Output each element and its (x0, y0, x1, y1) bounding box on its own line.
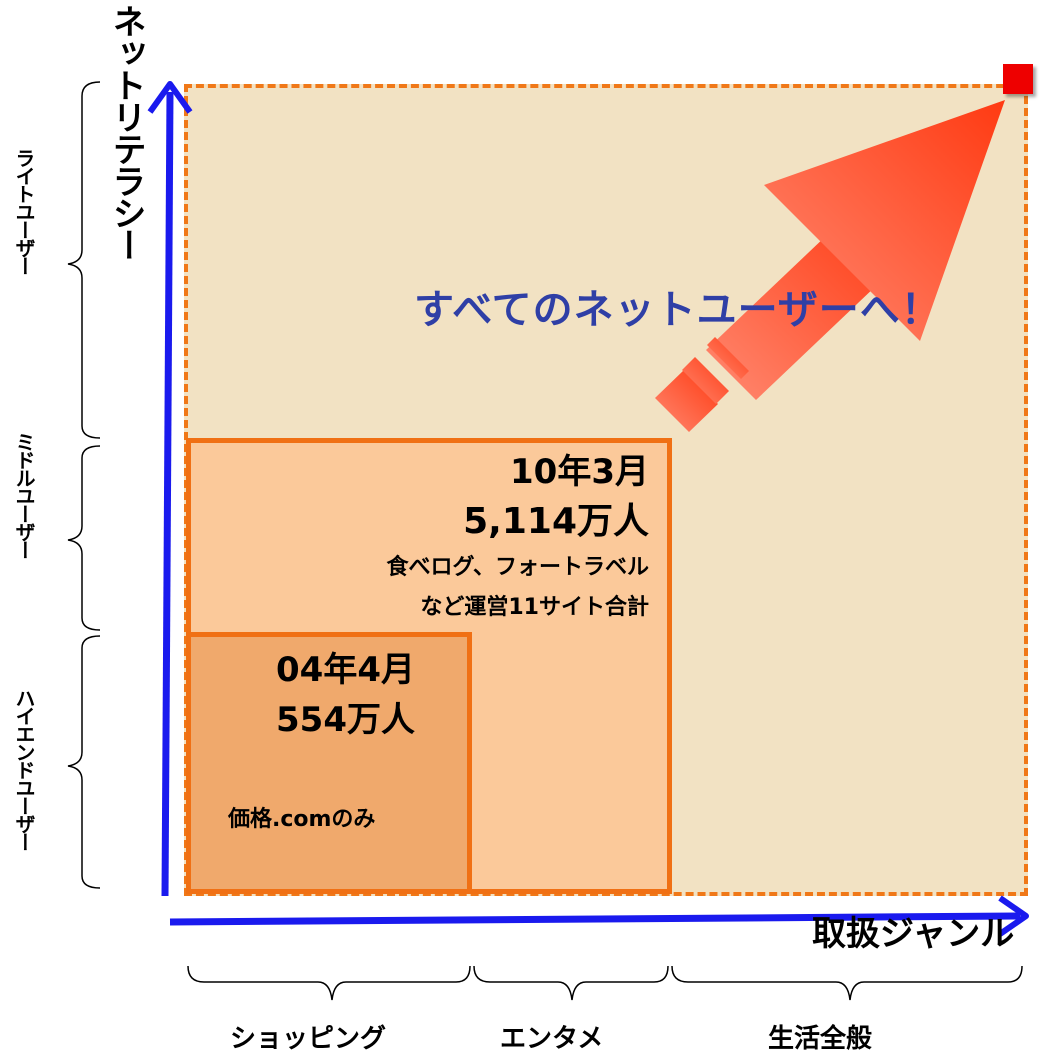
goal-marker (1003, 64, 1033, 94)
y-segment-middle-user: ミドルユーザー (12, 432, 36, 558)
stage-2010-note-line1: 食べログ、フォートラベル (386, 555, 649, 580)
brace-life-general (671, 965, 1023, 1001)
brace-entame (473, 965, 669, 1001)
growth-arrow-stripe-3 (707, 337, 749, 379)
growth-arrow-stripe-2 (682, 357, 729, 404)
growth-arrow (655, 100, 1005, 432)
stage-2004-users: 554万人 (276, 700, 415, 740)
stage-2004-date: 04年4月 (276, 650, 415, 690)
x-axis-arrow (169, 895, 1029, 937)
y-segment-light-user: ライトユーザー (12, 148, 36, 274)
x-axis-title: 取扱ジャンル (812, 914, 1015, 954)
brace-high-end-user (67, 635, 101, 889)
y-segment-high-end-user: ハイエンドユーザー (12, 688, 36, 850)
y-axis-arrow (147, 81, 193, 897)
brace-shopping (187, 965, 471, 1001)
growth-arrow-head (764, 100, 1005, 341)
stage-2010-note-line2: など運営11サイト合計 (420, 595, 649, 620)
headline: すべてのネットユーザーへ！ (414, 287, 942, 333)
stage-2010-users: 5,114万人 (463, 501, 649, 542)
brace-light-user (67, 81, 101, 439)
stage-2004-region (186, 632, 472, 894)
stage-2010-date: 10年3月 (510, 452, 649, 492)
stage-2004-note: 価格.comのみ (228, 807, 376, 832)
brace-middle-user (67, 445, 101, 631)
x-segment-entame: エンタメ (500, 1024, 604, 1054)
growth-arrow-stripe-1 (655, 370, 718, 432)
x-segment-shopping: ショッピング (230, 1024, 387, 1054)
y-axis-title: ネットリテラシー (106, 4, 146, 260)
x-segment-life-general: 生活全般 (768, 1024, 873, 1054)
